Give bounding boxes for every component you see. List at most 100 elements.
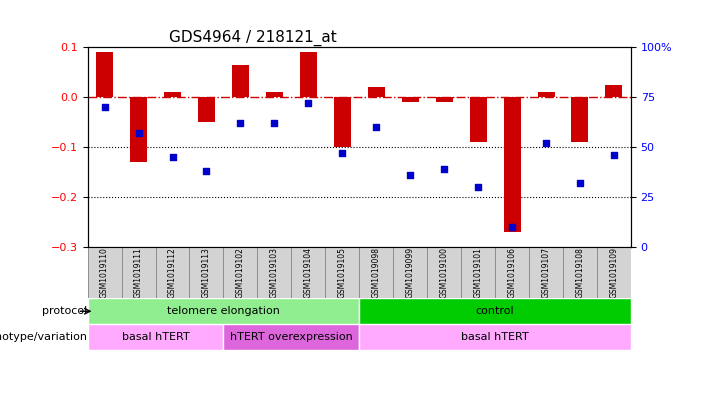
FancyBboxPatch shape [156,247,189,298]
FancyBboxPatch shape [359,324,631,350]
Bar [334,97,350,147]
FancyBboxPatch shape [292,247,325,298]
FancyBboxPatch shape [495,247,529,298]
Text: GSM1019113: GSM1019113 [207,250,215,300]
Text: GSM1019104: GSM1019104 [308,250,318,301]
Text: GSM1019109: GSM1019109 [508,247,517,298]
Text: GSM1019110: GSM1019110 [104,250,114,300]
Point [540,140,552,146]
Text: GSM1019109: GSM1019109 [134,247,143,298]
Text: GSM1019109: GSM1019109 [100,247,109,298]
Text: GSM1019109: GSM1019109 [406,247,415,298]
Text: GSM1019109: GSM1019109 [372,247,381,298]
Text: hTERT overexpression: hTERT overexpression [230,332,353,342]
Point [404,172,416,178]
FancyBboxPatch shape [224,324,359,350]
Text: GSM1019099: GSM1019099 [410,250,419,301]
FancyBboxPatch shape [461,247,495,298]
FancyBboxPatch shape [88,247,121,298]
Bar [300,52,317,97]
FancyBboxPatch shape [529,247,563,298]
FancyBboxPatch shape [88,324,224,350]
Text: telomere elongation: telomere elongation [167,306,280,316]
Bar [470,97,486,142]
Point [268,120,280,126]
FancyBboxPatch shape [88,298,359,324]
Text: GSM1019111: GSM1019111 [139,250,147,300]
Point [99,104,110,110]
Point [574,180,585,186]
Text: GSM1019105: GSM1019105 [342,250,351,301]
Bar [164,92,181,97]
Text: GSM1019099: GSM1019099 [406,247,415,298]
Text: GSM1019109: GSM1019109 [304,247,313,298]
Text: GSM1019098: GSM1019098 [372,247,381,298]
Text: GSM1019111: GSM1019111 [134,247,143,298]
FancyBboxPatch shape [563,247,597,298]
Point [336,150,348,156]
Text: GSM1019103: GSM1019103 [270,247,279,298]
FancyBboxPatch shape [121,247,156,298]
Bar [503,97,521,232]
Bar [266,92,283,97]
FancyBboxPatch shape [325,247,359,298]
Bar [368,87,385,97]
Text: basal hTERT: basal hTERT [122,332,189,342]
FancyBboxPatch shape [359,247,393,298]
Point [201,168,212,174]
FancyBboxPatch shape [88,247,121,298]
Text: GSM1019098: GSM1019098 [376,250,386,301]
Point [472,184,484,190]
FancyBboxPatch shape [257,247,292,298]
Text: GSM1019109: GSM1019109 [576,247,585,298]
Text: GSM1019112: GSM1019112 [172,250,182,300]
Point [506,224,517,230]
FancyBboxPatch shape [325,247,359,298]
Bar [606,84,622,97]
Point [608,152,620,158]
Text: GSM1019109: GSM1019109 [614,250,623,301]
Text: GSM1019109: GSM1019109 [609,247,618,298]
FancyBboxPatch shape [224,247,257,298]
Text: GSM1019107: GSM1019107 [546,250,555,301]
Point [133,130,144,136]
Text: GSM1019109: GSM1019109 [541,247,550,298]
Bar [198,97,215,122]
Text: GSM1019108: GSM1019108 [580,250,589,300]
FancyBboxPatch shape [529,247,563,298]
Text: GSM1019109: GSM1019109 [270,247,279,298]
Text: GSM1019103: GSM1019103 [274,250,283,301]
Text: GSM1019109: GSM1019109 [338,247,347,298]
FancyBboxPatch shape [393,247,427,298]
FancyBboxPatch shape [359,247,393,298]
FancyBboxPatch shape [597,247,631,298]
FancyBboxPatch shape [156,247,189,298]
FancyBboxPatch shape [427,247,461,298]
FancyBboxPatch shape [224,247,257,298]
Text: GSM1019102: GSM1019102 [240,250,250,300]
Text: GSM1019101: GSM1019101 [474,247,482,298]
Bar [96,52,113,97]
FancyBboxPatch shape [461,247,495,298]
Bar [435,97,453,102]
Point [439,166,450,172]
Text: genotype/variation: genotype/variation [0,332,88,342]
Text: GSM1019106: GSM1019106 [512,250,521,301]
Text: basal hTERT: basal hTERT [461,332,529,342]
Point [235,120,246,126]
Text: GSM1019102: GSM1019102 [236,247,245,298]
Text: GSM1019112: GSM1019112 [168,247,177,298]
FancyBboxPatch shape [257,247,292,298]
FancyBboxPatch shape [189,247,224,298]
FancyBboxPatch shape [393,247,427,298]
Text: GSM1019105: GSM1019105 [338,247,347,298]
FancyBboxPatch shape [292,247,325,298]
Text: GSM1019109: GSM1019109 [440,247,449,298]
Text: GSM1019109: GSM1019109 [168,247,177,298]
Text: GSM1019109: GSM1019109 [609,247,618,298]
Text: GSM1019104: GSM1019104 [304,247,313,298]
Text: GSM1019106: GSM1019106 [508,247,517,298]
FancyBboxPatch shape [359,298,631,324]
Point [371,124,382,130]
Text: GSM1019109: GSM1019109 [236,247,245,298]
